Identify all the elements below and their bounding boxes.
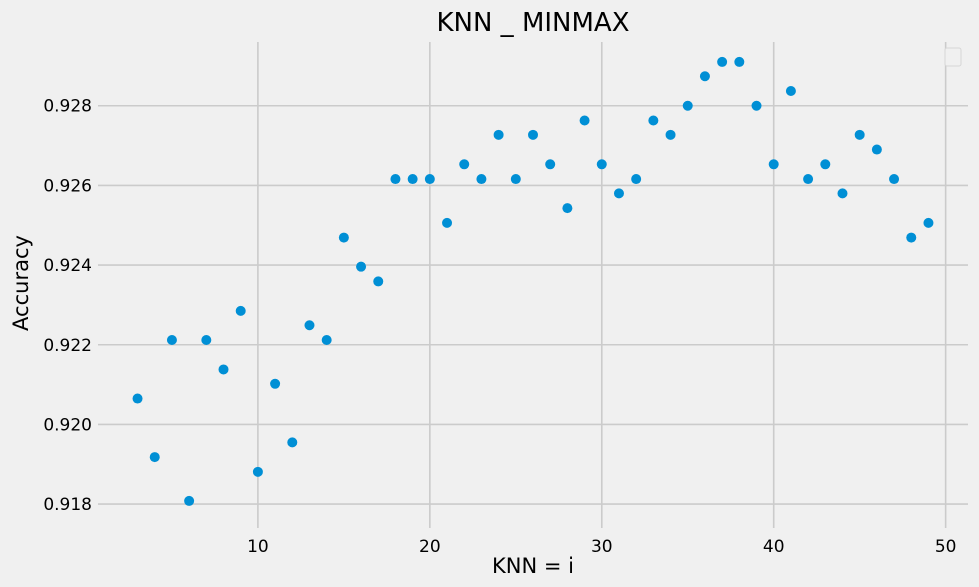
data-point xyxy=(476,174,487,185)
data-point xyxy=(356,261,367,272)
y-tick-label: 0.922 xyxy=(43,336,92,356)
y-axis-label: Accuracy xyxy=(9,235,33,331)
y-tick-label: 0.928 xyxy=(43,97,92,117)
data-point xyxy=(699,71,710,82)
data-point xyxy=(270,378,281,389)
x-tick-label: 30 xyxy=(591,537,613,557)
data-point xyxy=(871,144,882,155)
data-point xyxy=(631,174,642,185)
y-tick-label: 0.918 xyxy=(43,495,92,515)
data-point xyxy=(717,56,728,67)
legend-box xyxy=(944,47,962,67)
data-point xyxy=(235,305,246,316)
data-point xyxy=(751,100,762,111)
data-point xyxy=(390,174,401,185)
chart-title: KNN _ MINMAX xyxy=(436,8,629,38)
x-tick-label: 20 xyxy=(419,537,441,557)
data-point xyxy=(854,129,865,140)
data-point xyxy=(785,85,796,96)
data-point xyxy=(459,159,470,170)
y-tick-label: 0.920 xyxy=(43,415,92,435)
data-point xyxy=(923,217,934,228)
data-point xyxy=(338,232,349,243)
data-point xyxy=(424,174,435,185)
data-point xyxy=(184,495,195,506)
data-point xyxy=(837,188,848,199)
data-point xyxy=(201,334,212,345)
data-point xyxy=(579,115,590,126)
data-point xyxy=(906,232,917,243)
data-point xyxy=(648,115,659,126)
data-point xyxy=(321,334,332,345)
data-point xyxy=(218,364,229,375)
data-point xyxy=(682,100,693,111)
data-point xyxy=(493,129,504,140)
data-point xyxy=(132,393,143,404)
data-point xyxy=(287,437,298,448)
data-point xyxy=(545,159,556,170)
y-tick-label: 0.924 xyxy=(43,256,92,276)
data-point xyxy=(252,466,263,477)
x-axis-label: KNN = i xyxy=(492,554,574,578)
x-tick-label: 50 xyxy=(935,537,957,557)
data-point xyxy=(596,159,607,170)
grid xyxy=(98,42,968,528)
data-point xyxy=(665,129,676,140)
data-point xyxy=(562,203,573,214)
data-point xyxy=(889,174,900,185)
data-point xyxy=(442,217,453,228)
y-tick-label: 0.926 xyxy=(43,176,92,196)
data-point xyxy=(803,174,814,185)
data-point xyxy=(820,159,831,170)
tick-labels: 10 20 30 40 50 0.918 0.920 0.922 0.924 0.926 0.928 xyxy=(43,97,956,557)
data-point xyxy=(149,452,160,463)
data-point xyxy=(304,320,315,331)
data-point xyxy=(373,276,384,287)
data-point xyxy=(768,159,779,170)
data-point xyxy=(613,188,624,199)
x-tick-label: 10 xyxy=(247,537,269,557)
data-points xyxy=(132,56,934,506)
data-point xyxy=(734,56,745,67)
x-tick-label: 40 xyxy=(763,537,785,557)
data-point xyxy=(528,129,538,140)
data-point xyxy=(407,174,418,185)
data-point xyxy=(510,174,521,185)
data-point xyxy=(166,334,177,345)
